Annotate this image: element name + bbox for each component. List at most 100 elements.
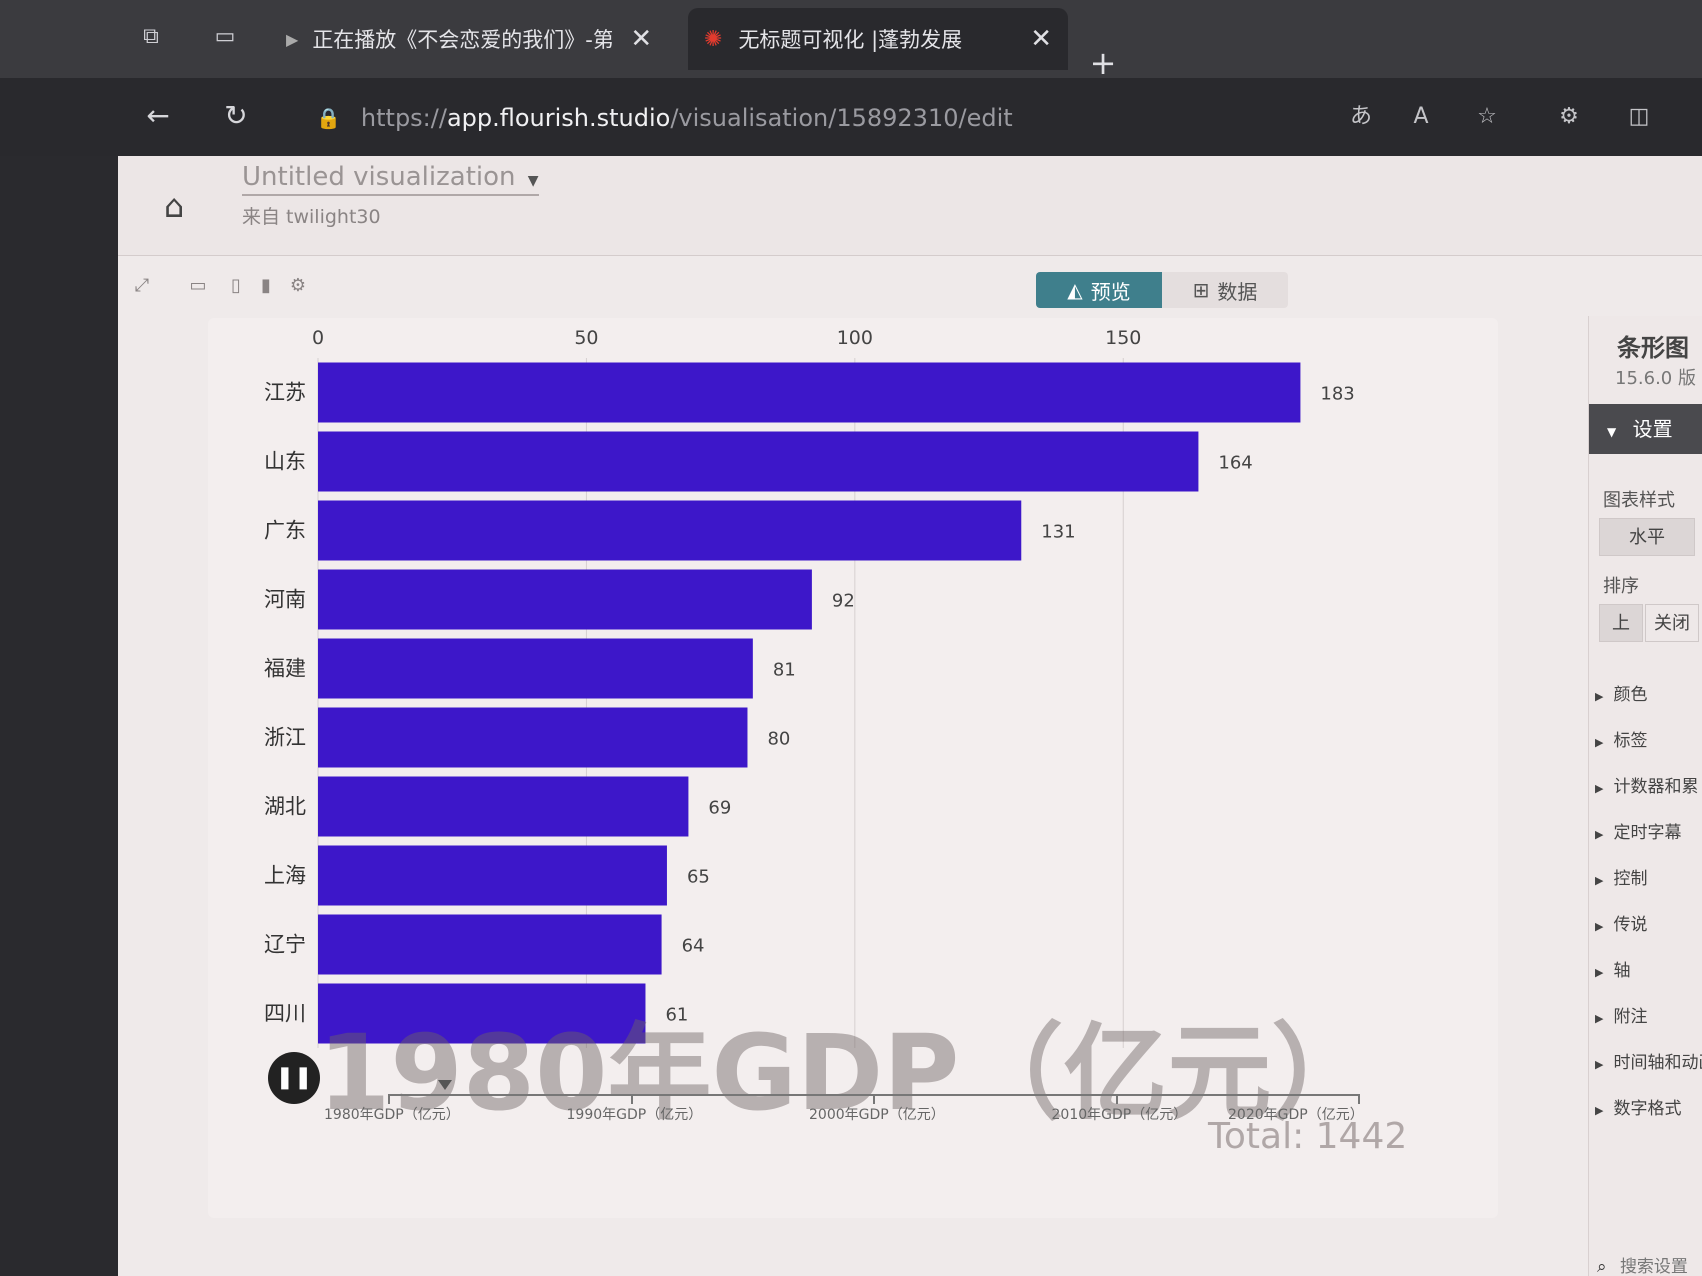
timeline-label[interactable]: 1990年GDP（亿元） bbox=[566, 1107, 703, 1123]
editor-header: ⌂ Untitled visualization ▼ 来自 twilight30 bbox=[118, 156, 1702, 256]
desktop-view-icon[interactable]: ▭ bbox=[189, 275, 207, 296]
bar[interactable] bbox=[318, 431, 1199, 492]
settings-section-label: 轴 bbox=[1613, 961, 1631, 981]
timeline-slider[interactable]: 1980年GDP（亿元） 1990年GDP（亿元） 2000年GDP（亿元） 2010… bbox=[268, 1076, 1428, 1136]
settings-section-label: 控制 bbox=[1613, 869, 1648, 889]
visualization-title[interactable]: Untitled visualization ▼ bbox=[242, 162, 539, 196]
close-icon[interactable]: ✕ bbox=[630, 24, 653, 54]
settings-section[interactable]: ▶ 轴 bbox=[1595, 956, 1630, 981]
tablet-view-icon[interactable]: ▯ bbox=[231, 275, 241, 296]
bar[interactable] bbox=[318, 707, 748, 768]
settings-section[interactable]: ▶ 定时字幕 bbox=[1595, 818, 1681, 843]
category-label: 上海 bbox=[264, 864, 306, 888]
tab-music[interactable]: ▶ 正在播放《不会恋爱的我们》-第 ✕ bbox=[270, 8, 680, 70]
table-icon: ⊞ bbox=[1192, 278, 1210, 302]
settings-section[interactable]: ▶ 控制 bbox=[1595, 864, 1647, 889]
browser-tab-bar: ⧉ ▭ ▶ 正在播放《不会恋爱的我们》-第 ✕ ✺ 无标题可视化 |蓬勃发展 ✕… bbox=[0, 0, 1702, 82]
chart-preview: 0 50 100 150 江苏 183 山东 164 广东 131 河南 92 福建 81 浙江 80 湖北 69… bbox=[208, 318, 1498, 1218]
view-tabs: ◭ 预览 ⊞ 数据 bbox=[1036, 272, 1288, 308]
category-label: 河南 bbox=[264, 588, 306, 612]
template-title: 条形图 bbox=[1617, 334, 1689, 362]
category-label: 广东 bbox=[264, 519, 306, 543]
close-icon[interactable]: ✕ bbox=[1030, 24, 1052, 54]
settings-section[interactable]: ▶ 计数器和累 bbox=[1595, 772, 1698, 797]
read-aloud-icon[interactable]: A bbox=[1413, 104, 1429, 129]
chevron-down-icon[interactable]: ▼ bbox=[527, 173, 539, 189]
triangle-right-icon: ▶ bbox=[1595, 966, 1604, 979]
search-settings[interactable]: ⌕ 搜索设置 bbox=[1597, 1252, 1688, 1276]
address-bar[interactable]: 🔒 https:// app.flourish.studio /visualis… bbox=[316, 98, 1316, 138]
flourish-logo-icon: ✺ bbox=[704, 26, 723, 52]
bar[interactable] bbox=[318, 845, 667, 906]
visualization-title-text: Untitled visualization bbox=[242, 162, 516, 192]
settings-header[interactable]: ▼ 设置 bbox=[1589, 404, 1702, 454]
workspaces-icon[interactable]: ⧉ bbox=[143, 24, 159, 49]
back-button[interactable]: ← bbox=[146, 99, 170, 132]
settings-section[interactable]: ▶ 标签 bbox=[1595, 726, 1647, 751]
triangle-right-icon: ▶ bbox=[1595, 828, 1604, 841]
value-label: 65 bbox=[687, 867, 710, 888]
settings-section[interactable]: ▶ 数字格式 bbox=[1595, 1094, 1681, 1119]
mobile-view-icon[interactable]: ▮ bbox=[261, 275, 271, 296]
tab-data[interactable]: ⊞ 数据 bbox=[1162, 272, 1288, 308]
bar[interactable] bbox=[318, 638, 753, 699]
settings-section-label: 时间轴和动画 bbox=[1613, 1053, 1702, 1073]
settings-section-label: 附注 bbox=[1613, 1007, 1648, 1027]
settings-section[interactable]: ▶ 颜色 bbox=[1595, 680, 1647, 705]
triangle-right-icon: ▶ bbox=[1595, 1012, 1604, 1025]
extensions-icon[interactable]: ⚙ bbox=[1559, 104, 1579, 129]
bar[interactable] bbox=[318, 500, 1022, 561]
timeline-label[interactable]: 2010年GDP（亿元） bbox=[1051, 1107, 1188, 1123]
home-icon[interactable]: ⌂ bbox=[163, 187, 185, 225]
timeline-marker[interactable] bbox=[438, 1080, 452, 1090]
x-tick-label: 150 bbox=[1105, 327, 1141, 349]
settings-section[interactable]: ▶ 时间轴和动画 bbox=[1595, 1048, 1702, 1073]
tab-flourish[interactable]: ✺ 无标题可视化 |蓬勃发展 ✕ bbox=[688, 8, 1068, 70]
bar[interactable] bbox=[318, 362, 1301, 423]
play-pause-button[interactable]: ❚❚ bbox=[268, 1052, 320, 1104]
tab-title: 正在播放《不会恋爱的我们》-第 bbox=[312, 28, 613, 52]
timeline-label[interactable]: 1980年GDP（亿元） bbox=[324, 1107, 460, 1123]
bar[interactable] bbox=[318, 569, 812, 630]
split-screen-icon[interactable]: ◫ bbox=[1628, 104, 1650, 129]
sort-option-off[interactable]: 关闭 bbox=[1645, 604, 1699, 642]
lock-icon: 🔒 bbox=[316, 106, 341, 130]
chart-total: Total: 1442 bbox=[1208, 1116, 1408, 1157]
timeline-tick bbox=[388, 1094, 390, 1104]
fullscreen-icon[interactable]: ⤢ bbox=[134, 275, 150, 296]
bar[interactable] bbox=[318, 983, 646, 1044]
value-label: 164 bbox=[1218, 453, 1252, 474]
value-label: 131 bbox=[1041, 522, 1075, 543]
tab-preview-label: 预览 bbox=[1090, 279, 1131, 304]
triangle-right-icon: ▶ bbox=[1595, 1058, 1604, 1071]
x-tick-label: 100 bbox=[837, 327, 873, 349]
settings-section[interactable]: ▶ 附注 bbox=[1595, 1002, 1647, 1027]
bar[interactable] bbox=[318, 914, 662, 975]
tab-title: 无标题可视化 |蓬勃发展 bbox=[738, 28, 963, 52]
favorite-icon[interactable]: ☆ bbox=[1477, 104, 1497, 129]
template-version: 15.6.0 版 bbox=[1615, 368, 1696, 389]
tab-preview[interactable]: ◭ 预览 bbox=[1036, 272, 1162, 308]
timeline-label[interactable]: 2000年GDP（亿元） bbox=[809, 1107, 945, 1123]
new-tab-button[interactable]: + bbox=[1089, 44, 1117, 82]
value-label: 92 bbox=[832, 591, 855, 612]
triangle-down-icon: ▼ bbox=[1607, 425, 1617, 439]
chart-style-label: 图表样式 bbox=[1603, 490, 1675, 511]
tab-actions-icon[interactable]: ▭ bbox=[214, 24, 236, 49]
gear-icon[interactable]: ⚙ bbox=[289, 275, 307, 296]
chart-title-watermark: 1980年GDP（亿元） bbox=[318, 1012, 1376, 1134]
x-tick-label: 50 bbox=[574, 327, 598, 349]
translate-icon[interactable]: あ bbox=[1349, 104, 1372, 129]
sort-option-up[interactable]: 上 bbox=[1599, 604, 1643, 642]
category-label: 山东 bbox=[264, 450, 306, 474]
bar[interactable] bbox=[318, 776, 689, 837]
triangle-right-icon: ▶ bbox=[1595, 874, 1604, 887]
chart-style-toggle[interactable]: 水平 bbox=[1599, 518, 1695, 556]
settings-section[interactable]: ▶ 传说 bbox=[1595, 910, 1647, 935]
category-label: 福建 bbox=[264, 657, 306, 681]
timeline-tick bbox=[873, 1094, 875, 1104]
refresh-button[interactable]: ↻ bbox=[224, 99, 248, 132]
category-label: 浙江 bbox=[264, 726, 306, 750]
timeline-label[interactable]: 2020年GDP（亿元） bbox=[1228, 1107, 1364, 1123]
settings-section-label: 标签 bbox=[1613, 731, 1648, 751]
